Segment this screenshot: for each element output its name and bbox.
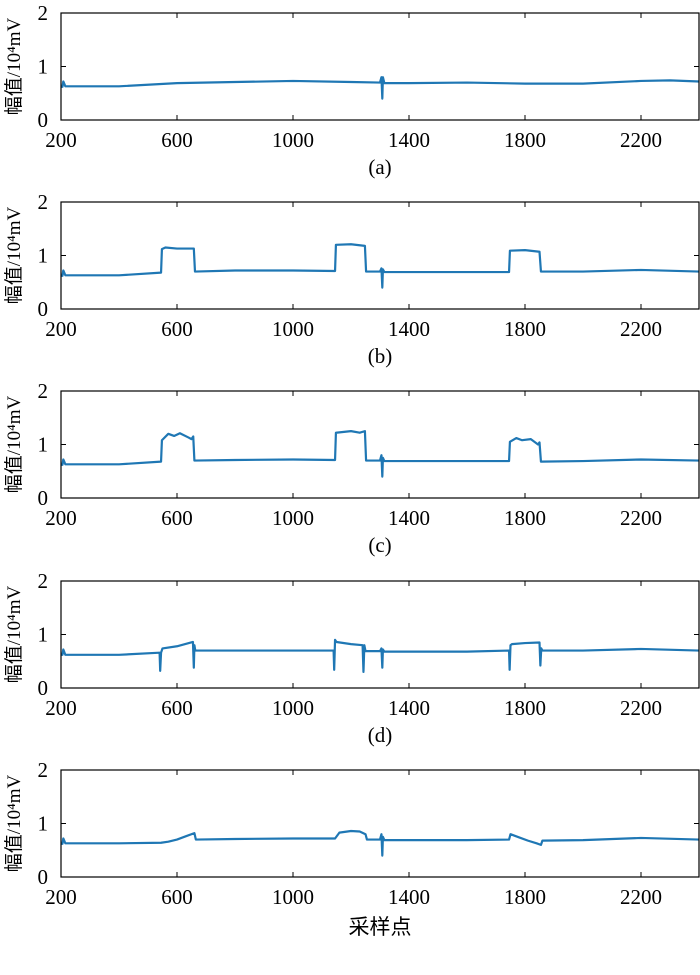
x-tick-label: 1000 [272,885,314,909]
x-tick-label: 1400 [388,696,430,720]
y-tick-label: 1 [38,433,49,457]
panel-caption: (d) [368,723,393,747]
x-tick-label: 1400 [388,317,430,341]
panel-caption: (c) [368,533,391,557]
y-axis-label: 幅值/10⁴mV [3,207,25,305]
x-tick-label: 1800 [504,696,546,720]
x-tick-label: 600 [161,128,193,152]
x-tick-label: 2200 [620,506,662,530]
x-tick-label: 600 [161,885,193,909]
y-axis-label: 幅值/10⁴mV [3,396,25,494]
x-tick-label: 1400 [388,128,430,152]
x-tick-label: 1000 [272,317,314,341]
axes-frame [60,769,700,878]
x-tick-label: 1800 [504,885,546,909]
x-tick-label: 1000 [272,506,314,530]
y-tick-label: 2 [38,569,49,593]
panel-caption: (b) [368,344,393,368]
series-line [61,430,700,478]
panel-a: 200 600 1000 1400 1800 2200 0 1 2 幅值/10⁴mV (a) [3,1,700,179]
x-tick-label: 600 [161,506,193,530]
series-line [61,76,700,100]
x-tick-label: 2200 [620,317,662,341]
x-tick-label: 600 [161,696,193,720]
axes-frame [60,580,700,689]
y-tick-label: 0 [38,108,49,132]
panel-d: 200 600 1000 1400 1800 2200 0 1 2 幅值/10⁴mV (d) [3,569,700,747]
axes-frame [60,201,700,310]
x-tick-label: 1800 [504,128,546,152]
axes-frame [60,12,700,121]
y-tick-label: 0 [38,865,49,889]
x-tick-label: 200 [45,317,77,341]
axes-frame [60,390,700,499]
x-tick-label: 1000 [272,696,314,720]
x-tick-label: 200 [45,506,77,530]
panel-b: 200 600 1000 1400 1800 2200 0 1 2 幅值/10⁴mV (b) [3,190,700,368]
y-tick-label: 1 [38,623,49,647]
y-tick-label: 0 [38,297,49,321]
x-tick-label: 2200 [620,885,662,909]
y-axis-label: 幅值/10⁴mV [3,586,25,684]
y-tick-label: 1 [38,55,49,79]
y-tick-label: 2 [38,758,49,782]
y-tick-label: 2 [38,190,49,214]
y-tick-label: 2 [38,379,49,403]
series-line [61,243,700,289]
x-tick-label: 200 [45,885,77,909]
y-tick-label: 0 [38,486,49,510]
y-axis-label: 幅值/10⁴mV [3,18,25,116]
y-tick-label: 0 [38,676,49,700]
y-tick-label: 2 [38,1,49,25]
x-tick-label: 2200 [620,696,662,720]
x-tick-label: 2200 [620,128,662,152]
x-tick-label: 200 [45,128,77,152]
y-axis-label: 幅值/10⁴mV [3,775,25,873]
x-tick-label: 1800 [504,317,546,341]
panel-c: 200 600 1000 1400 1800 2200 0 1 2 幅值/10⁴mV (c) [3,379,700,557]
x-tick-label: 1800 [504,506,546,530]
x-tick-label: 600 [161,317,193,341]
x-tick-label: 1400 [388,506,430,530]
y-tick-label: 1 [38,812,49,836]
x-tick-label: 200 [45,696,77,720]
x-axis-label: 采样点 [349,915,412,939]
series-line [61,829,700,857]
series-line [61,638,700,674]
x-tick-label: 1000 [272,128,314,152]
x-tick-label: 1400 [388,885,430,909]
y-tick-label: 1 [38,244,49,268]
panel-caption: (a) [368,155,391,179]
